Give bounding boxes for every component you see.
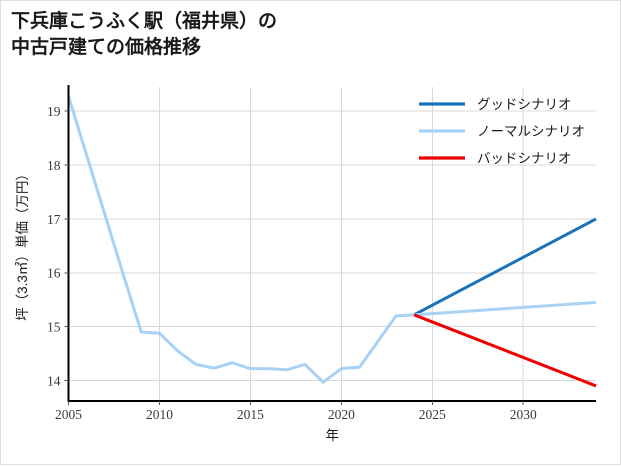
series-line-バッドシナリオ [413,313,597,388]
y-tick-label: 18 [47,158,61,173]
x-tick-label: 2015 [237,407,264,422]
y-tick-label: 15 [47,319,61,334]
y-tick-label: 17 [47,212,61,227]
y-tick-label: 14 [47,373,61,388]
axis-labels-group: 14 15 16 17 18 19 2005 2010 2015 2020 2025 2030 年 坪（3… [15,104,537,443]
y-axis-title: 坪（3.3㎡）単価（万円） [15,167,30,321]
chart-title: 下兵庫こうふく駅（福井県）の 中古戸建ての価格推移 [11,11,278,59]
gridlines-group [68,87,596,401]
data-series-group [67,95,597,388]
legend-label-2: バッドシナリオ [477,151,572,166]
x-tick-label: 2010 [146,407,173,422]
y-tick-label: 16 [47,266,61,281]
x-tick-label: 2020 [328,407,355,422]
x-axis-title: 年 [326,428,340,443]
x-tick-label: 2025 [419,407,446,422]
x-tick-label: 2005 [55,407,82,422]
legend-label-0: グッドシナリオ [477,97,572,112]
legend-label-1: ノーマルシナリオ [477,124,585,139]
series-line-ノーマルシナリオ [67,95,597,384]
x-tick-label: 2030 [510,407,537,422]
series-line-グッドシナリオ [413,217,597,317]
y-tick-label: 19 [47,104,61,119]
axes-group [64,85,596,405]
